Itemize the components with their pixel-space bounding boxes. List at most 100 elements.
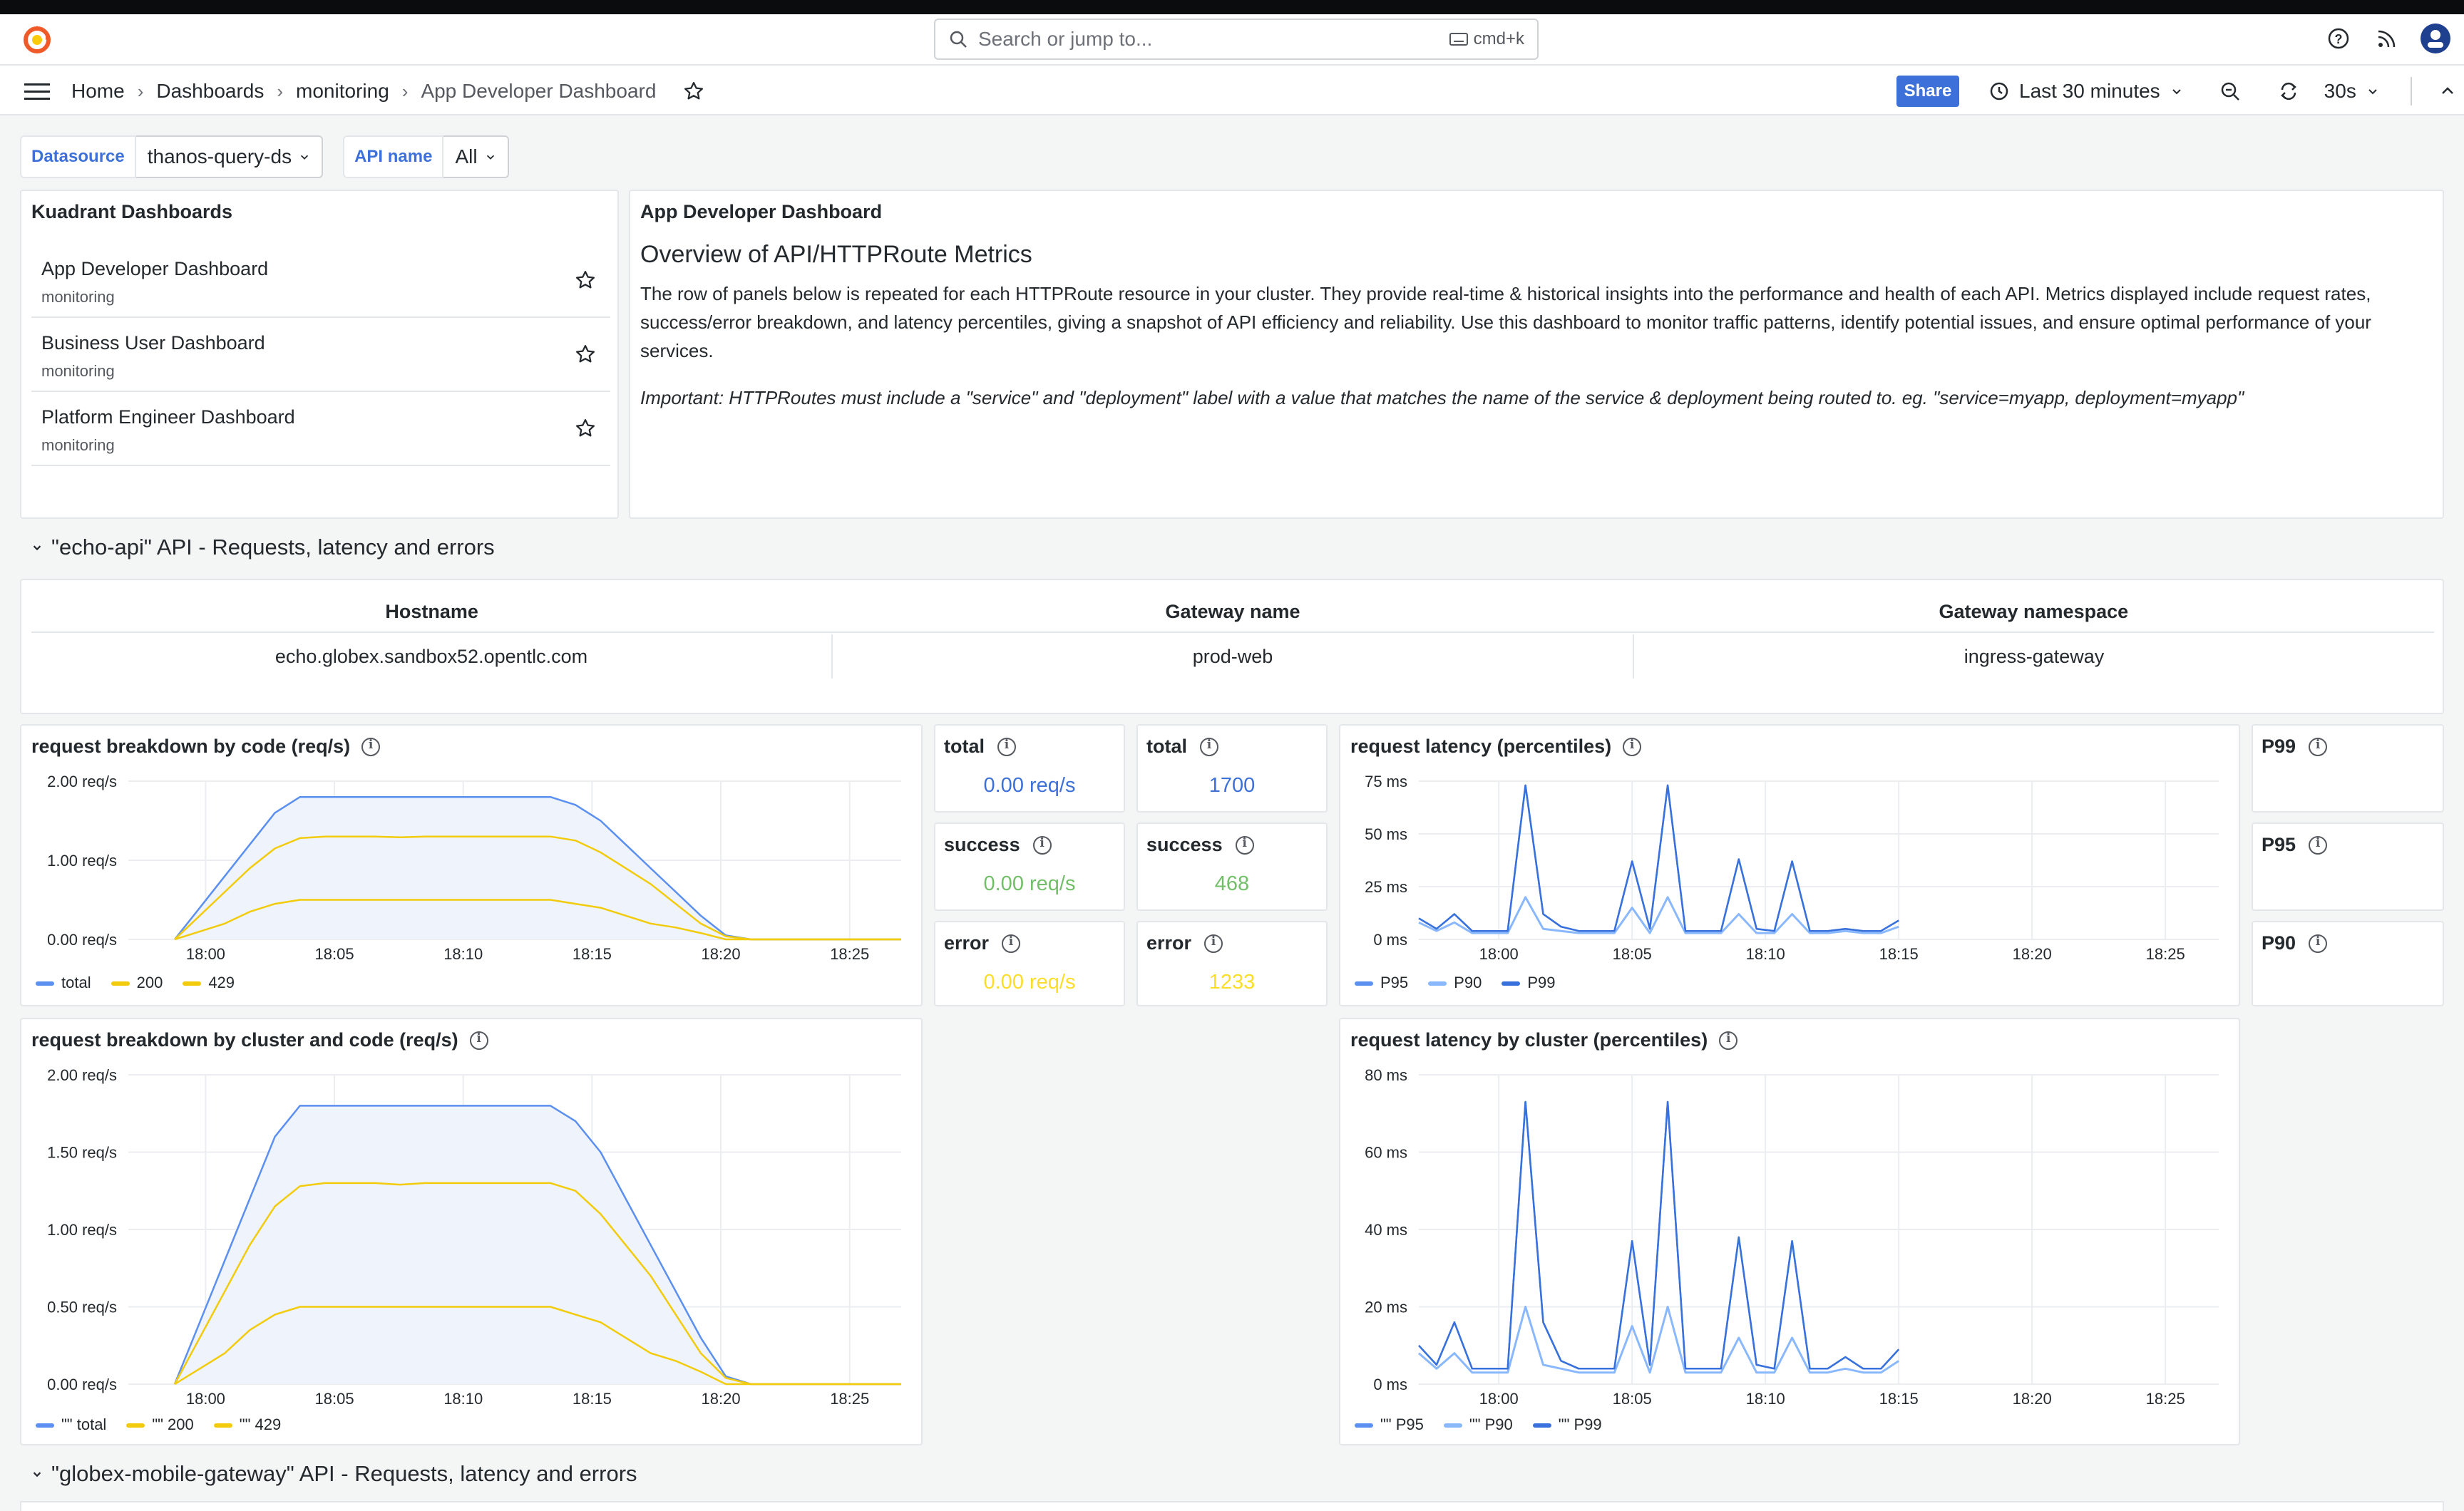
share-button[interactable]: Share xyxy=(1896,76,1959,107)
chart-legend: "" P95 "" P90 "" P99 xyxy=(1355,1415,1602,1434)
menu-icon[interactable] xyxy=(23,81,51,103)
breadcrumb-separator-icon: › xyxy=(401,80,409,102)
info-icon[interactable] xyxy=(1719,1031,1738,1050)
y-tick-label: 20 ms xyxy=(1365,1299,1407,1316)
search-box[interactable]: Search or jump to... cmd+k xyxy=(934,19,1539,60)
series-line[interactable] xyxy=(1418,896,1899,934)
series-line[interactable] xyxy=(1418,1306,1900,1374)
x-tick-label: 18:20 xyxy=(702,1390,741,1408)
info-icon[interactable] xyxy=(2309,835,2328,855)
y-tick-label: 1.00 req/s xyxy=(47,852,117,870)
series-line[interactable] xyxy=(174,835,901,941)
stat-panel-error-rate: error 0.00 req/s xyxy=(934,921,1125,1006)
legend-label: P99 xyxy=(1527,974,1556,991)
info-icon[interactable] xyxy=(1200,737,1218,756)
y-tick-label: 50 ms xyxy=(1365,825,1407,843)
help-icon[interactable]: ? xyxy=(2326,26,2351,51)
chart-title: request breakdown by cluster and code (r… xyxy=(31,1029,488,1051)
table-header-gateway-namespace[interactable]: Gateway namespace xyxy=(1939,601,2129,622)
info-icon[interactable] xyxy=(1235,835,1254,855)
legend-label: P90 xyxy=(1454,974,1482,991)
legend-swatch xyxy=(213,1423,232,1428)
legend-item[interactable]: "" P99 xyxy=(1532,1415,1602,1434)
chevron-down-icon xyxy=(2172,89,2181,95)
legend-swatch xyxy=(36,1423,54,1428)
chevron-up-icon[interactable] xyxy=(2439,83,2456,100)
star-icon[interactable] xyxy=(683,81,704,102)
dashlist-item[interactable]: App Developer Dashboard monitoring xyxy=(31,245,610,318)
breadcrumb-dashboards[interactable]: Dashboards xyxy=(156,80,265,102)
info-table-panel: Hostname Gateway name Gateway namespace … xyxy=(20,579,2444,714)
legend-item[interactable]: total xyxy=(36,974,91,992)
variable-label-datasource: Datasource xyxy=(20,135,136,178)
dashlist-item[interactable]: Business User Dashboard monitoring xyxy=(31,319,610,392)
x-tick-label: 18:00 xyxy=(186,945,225,963)
nav-bar xyxy=(0,66,2464,115)
legend-label: "" P95 xyxy=(1380,1415,1424,1433)
series-line[interactable] xyxy=(1418,1100,1900,1370)
breadcrumb-current: App Developer Dashboard xyxy=(421,80,657,102)
info-icon[interactable] xyxy=(2309,737,2328,756)
info-icon[interactable] xyxy=(469,1031,488,1050)
variable-label-api-name: API name xyxy=(343,135,444,178)
dashlist-item[interactable]: Platform Engineer Dashboard monitoring xyxy=(31,393,610,466)
breadcrumb-folder[interactable]: monitoring xyxy=(296,80,389,102)
chevron-down-icon[interactable] xyxy=(2366,85,2379,98)
refresh-interval[interactable]: 30s xyxy=(2324,80,2356,102)
chevron-down-icon xyxy=(301,155,309,160)
legend-item[interactable]: "" P95 xyxy=(1355,1415,1424,1434)
chart-svg[interactable]: 0 ms 25 ms 50 ms 75 ms 18:00 18:05 18:10 18:15 1… xyxy=(1340,768,2239,965)
zoom-out-icon[interactable] xyxy=(2219,80,2242,103)
legend-item[interactable]: "" 429 xyxy=(213,1415,281,1434)
series-line[interactable] xyxy=(1418,784,1899,932)
info-icon[interactable] xyxy=(997,737,1016,756)
x-tick-label: 18:10 xyxy=(1746,945,1785,963)
stat-panel-error-count: error 1233 xyxy=(1136,921,1328,1006)
row-header[interactable]: "echo-api" API - Requests, latency and e… xyxy=(31,535,495,560)
legend-label: total xyxy=(61,974,91,991)
y-tick-label: 80 ms xyxy=(1365,1066,1407,1084)
star-icon[interactable] xyxy=(575,269,596,291)
table-header-gateway-name[interactable]: Gateway name xyxy=(1165,601,1300,622)
info-icon[interactable] xyxy=(2309,934,2328,953)
info-icon[interactable] xyxy=(361,737,381,756)
time-picker[interactable]: Last 30 minutes 30s xyxy=(1989,74,2456,108)
legend-item[interactable]: 429 xyxy=(183,974,235,992)
chart-svg[interactable]: 0 ms 20 ms 40 ms 60 ms 80 ms 18:00 18:05 18:10 1… xyxy=(1340,1062,2239,1410)
legend-item[interactable]: "" total xyxy=(36,1415,106,1434)
user-avatar-icon[interactable] xyxy=(2420,23,2451,54)
legend-item[interactable]: P95 xyxy=(1355,974,1408,992)
legend-item[interactable]: "" P90 xyxy=(1443,1415,1513,1434)
grafana-logo-icon[interactable] xyxy=(21,24,53,56)
info-icon[interactable] xyxy=(1204,934,1223,953)
y-tick-label: 0.00 req/s xyxy=(47,931,117,949)
legend-item[interactable]: P99 xyxy=(1502,974,1555,992)
news-feed-icon[interactable] xyxy=(2374,26,2400,51)
legend-label: 429 xyxy=(208,974,235,991)
time-range-label: Last 30 minutes xyxy=(2019,80,2160,102)
info-icon[interactable] xyxy=(1623,737,1642,756)
table-header-hostname[interactable]: Hostname xyxy=(385,601,478,622)
chart-svg[interactable]: 0.00 req/s 1.00 req/s 2.00 req/s 18:00 18:05… xyxy=(21,768,921,965)
stat-value: 1233 xyxy=(1208,971,1256,994)
stat-panel-p99: P99 xyxy=(2252,724,2444,813)
x-tick-label: 18:20 xyxy=(702,945,741,963)
x-tick-label: 18:05 xyxy=(315,1390,354,1408)
legend-item[interactable]: "" 200 xyxy=(126,1415,194,1434)
text-panel-note: Important: HTTPRoutes must include a "se… xyxy=(640,387,2244,408)
star-icon[interactable] xyxy=(575,418,596,439)
legend-item[interactable]: 200 xyxy=(111,974,163,992)
series-line[interactable] xyxy=(173,1182,901,1386)
variable-select-api-name[interactable]: All xyxy=(443,135,509,178)
info-icon[interactable] xyxy=(1002,934,1021,953)
variable-select-datasource[interactable]: thanos-query-ds xyxy=(135,135,324,178)
breadcrumb-home[interactable]: Home xyxy=(71,80,125,102)
info-icon[interactable] xyxy=(1032,835,1052,855)
star-icon[interactable] xyxy=(575,344,596,365)
x-tick-label: 18:25 xyxy=(2146,1390,2185,1408)
chart-svg[interactable]: 0.00 req/s 0.50 req/s 1.00 req/s 1.50 req/s… xyxy=(21,1062,921,1410)
legend-item[interactable]: P90 xyxy=(1428,974,1482,992)
row-header[interactable]: "globex-mobile-gateway" API - Requests, … xyxy=(31,1461,637,1487)
refresh-icon[interactable] xyxy=(2277,80,2300,103)
x-tick-label: 18:15 xyxy=(573,945,612,963)
